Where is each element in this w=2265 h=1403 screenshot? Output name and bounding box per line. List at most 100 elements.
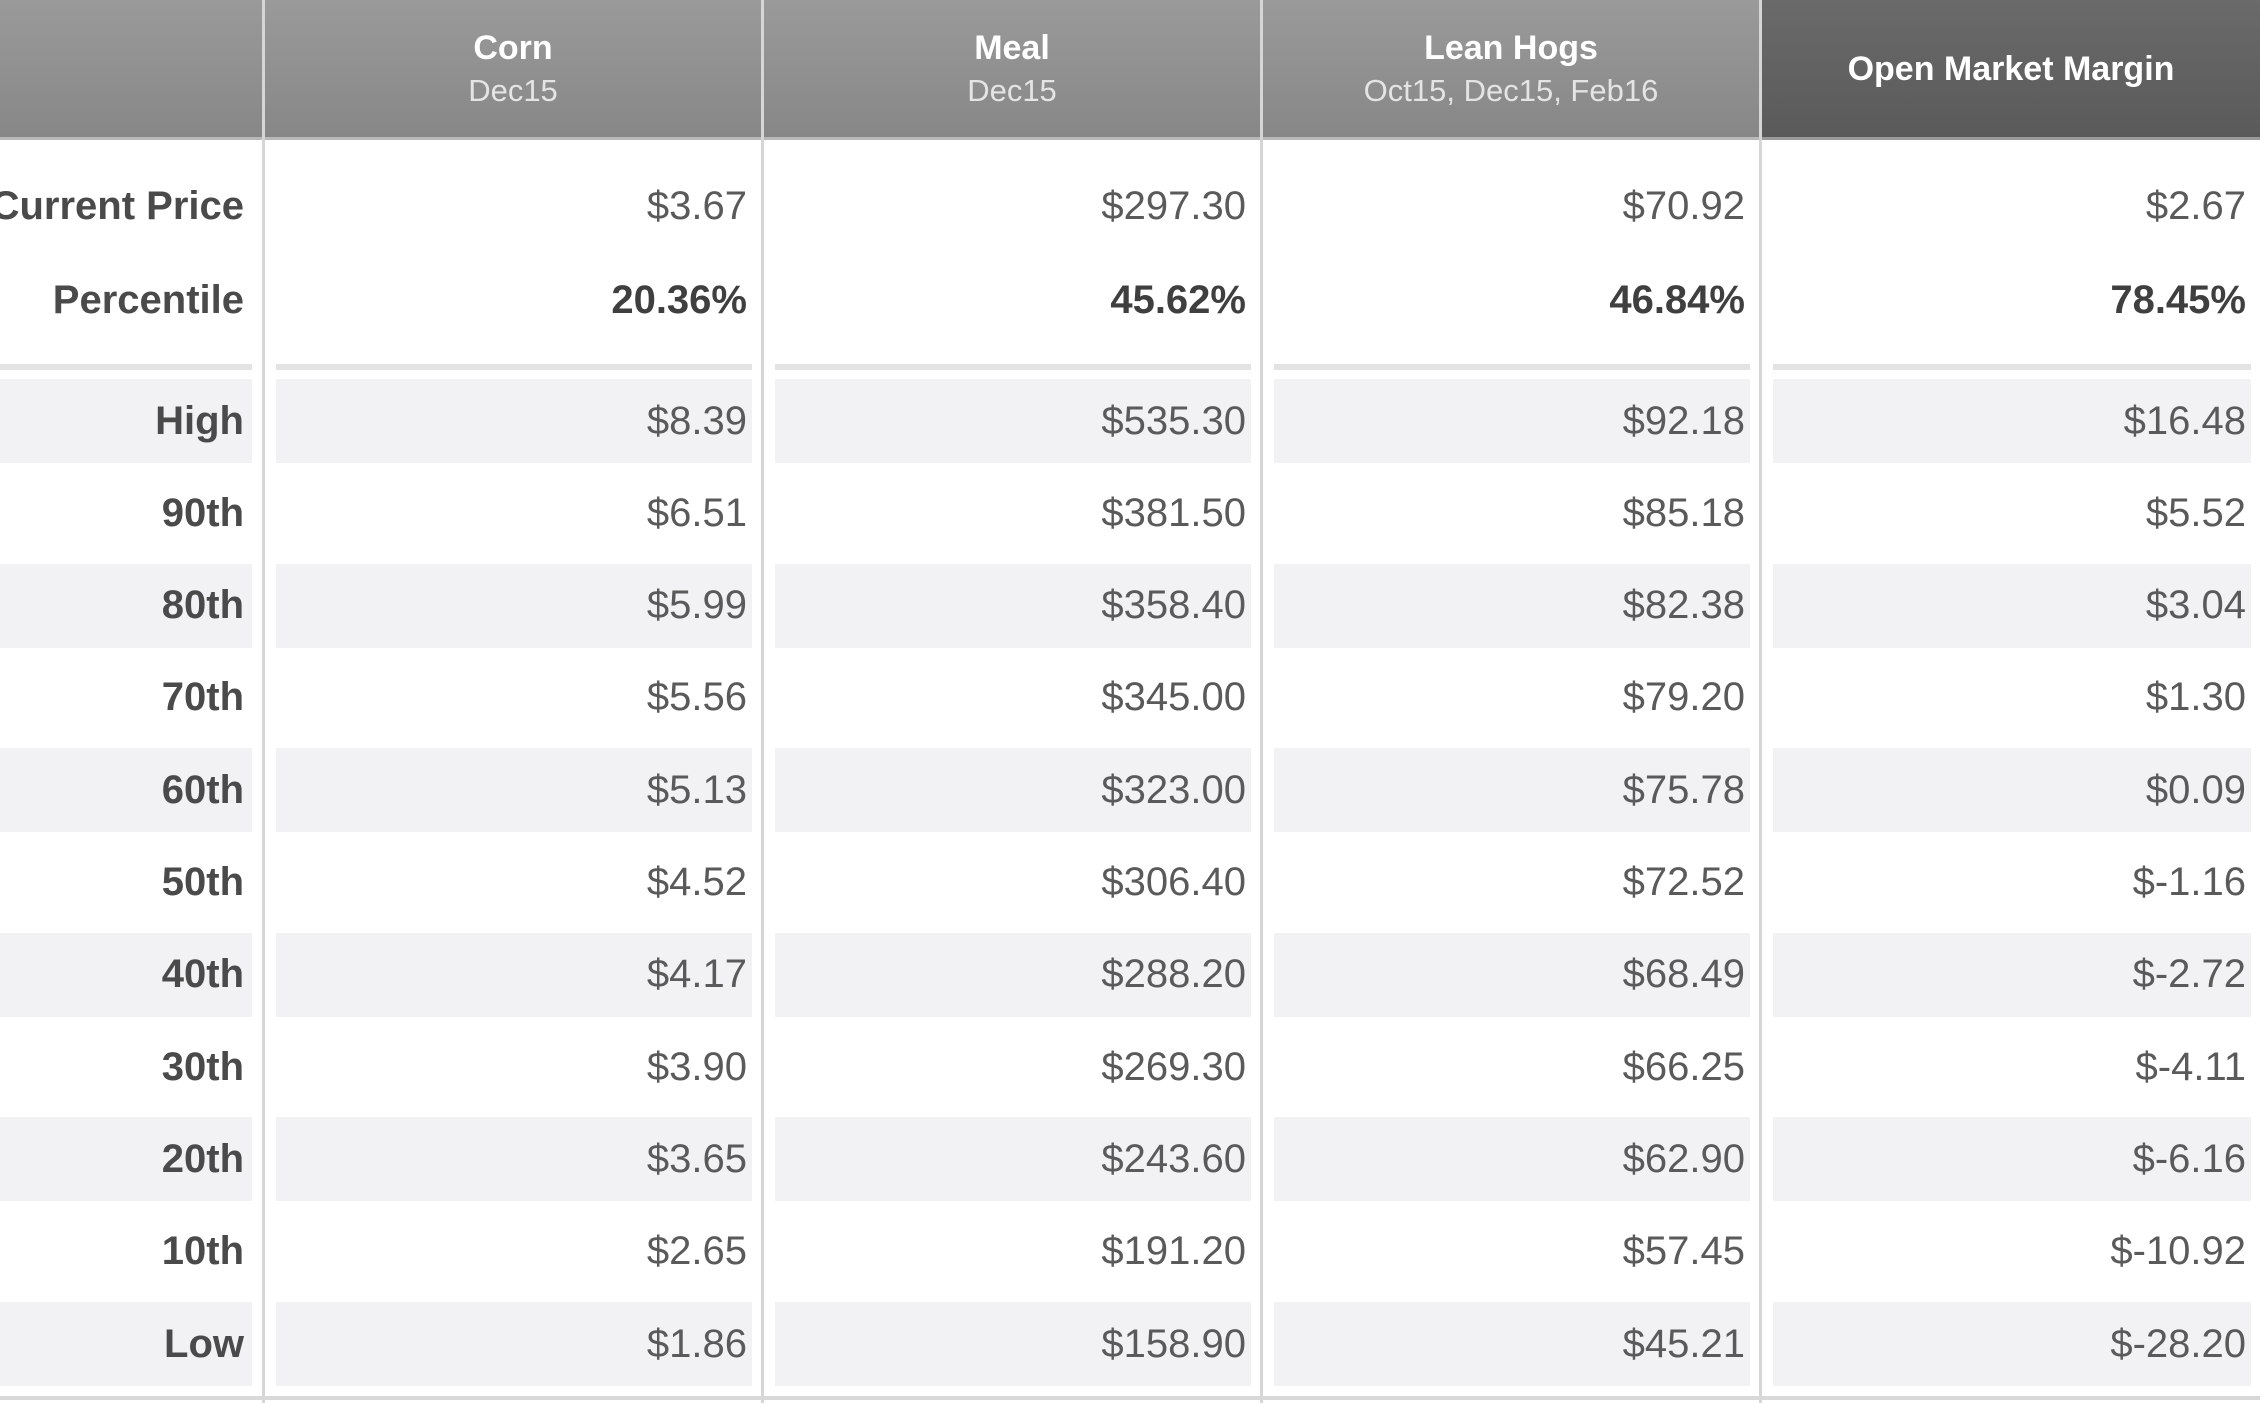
value-cell: $-2.72 bbox=[2132, 952, 2246, 997]
row-label: 50th bbox=[161, 860, 244, 904]
value-cell: $68.49 bbox=[1622, 952, 1745, 997]
row-stripe bbox=[276, 1117, 752, 1202]
value-cell: $288.20 bbox=[1101, 952, 1246, 997]
header-title: Lean Hogs bbox=[1424, 28, 1598, 67]
value-cell: $323.00 bbox=[1101, 767, 1246, 812]
column-divider bbox=[262, 0, 265, 1403]
row-label: 20th bbox=[161, 1136, 244, 1181]
table-bottom-border bbox=[0, 1396, 2260, 1400]
header-subtitle: Dec15 bbox=[468, 72, 558, 108]
row-stripe bbox=[0, 563, 252, 648]
row-stripe bbox=[0, 932, 252, 1017]
value-cell: 78.45% bbox=[2110, 277, 2246, 322]
row-stripe bbox=[0, 379, 252, 463]
row-stripe bbox=[276, 932, 752, 1017]
value-cell: $6.51 bbox=[646, 490, 747, 535]
value-cell: $306.40 bbox=[1101, 860, 1246, 904]
value-cell: $3.67 bbox=[646, 183, 747, 228]
summary-divider bbox=[775, 364, 1251, 370]
value-cell: $-10.92 bbox=[2110, 1229, 2246, 1274]
value-cell: $1.30 bbox=[2145, 675, 2246, 720]
value-cell: $82.38 bbox=[1622, 583, 1745, 628]
value-cell: $72.52 bbox=[1622, 860, 1745, 904]
value-cell: $381.50 bbox=[1101, 490, 1246, 535]
table-row-40th: 40th $4.17 $288.20 $68.49 $-2.72 bbox=[0, 929, 2260, 1021]
value-cell: $92.18 bbox=[1622, 398, 1745, 443]
row-stripe bbox=[775, 932, 1251, 1017]
row-stripe bbox=[0, 748, 252, 833]
header-title: Corn bbox=[473, 28, 553, 67]
row-label: 60th bbox=[161, 767, 244, 812]
value-cell: $-1.16 bbox=[2132, 860, 2246, 904]
value-cell: $158.90 bbox=[1101, 1321, 1246, 1366]
column-divider bbox=[1260, 0, 1263, 1403]
value-cell: $269.30 bbox=[1101, 1044, 1246, 1089]
value-cell: $45.21 bbox=[1622, 1321, 1745, 1366]
value-cell: 45.62% bbox=[1110, 277, 1246, 322]
summary-divider bbox=[276, 364, 752, 370]
table-row-20th: 20th $3.65 $243.60 $62.90 $-6.16 bbox=[0, 1113, 2260, 1205]
row-stripe bbox=[1274, 1302, 1750, 1386]
row-label: High bbox=[155, 398, 244, 443]
table-row-70th: 70th $5.56 $345.00 $79.20 $1.30 bbox=[0, 652, 2260, 744]
table-row-low: Low $1.86 $158.90 $45.21 $-28.20 bbox=[0, 1298, 2260, 1390]
row-stripe bbox=[1274, 748, 1750, 833]
summary-row-current-price: Current Price $3.67 $297.30 $70.92 $2.67 bbox=[0, 160, 2260, 252]
row-stripe bbox=[1274, 1117, 1750, 1202]
table-row-60th: 60th $5.13 $323.00 $75.78 $0.09 bbox=[0, 744, 2260, 836]
table-row-10th: 10th $2.65 $191.20 $57.45 $-10.92 bbox=[0, 1206, 2260, 1298]
value-cell: $345.00 bbox=[1101, 675, 1246, 720]
row-stripe bbox=[775, 1117, 1251, 1202]
value-cell: $66.25 bbox=[1622, 1044, 1745, 1089]
column-divider bbox=[1759, 0, 1762, 1403]
value-cell: $57.45 bbox=[1622, 1229, 1745, 1274]
row-label: 10th bbox=[161, 1229, 244, 1274]
row-stripe bbox=[0, 1302, 252, 1386]
header-corner-cell bbox=[0, 0, 262, 140]
value-cell: $0.09 bbox=[2145, 767, 2246, 812]
row-label: 90th bbox=[161, 490, 244, 535]
value-cell: $8.39 bbox=[646, 398, 747, 443]
value-cell: $358.40 bbox=[1101, 583, 1246, 628]
row-label: 40th bbox=[161, 952, 244, 997]
row-label: 70th bbox=[161, 675, 244, 720]
row-stripe bbox=[1773, 563, 2251, 648]
value-cell: $3.90 bbox=[646, 1044, 747, 1089]
row-stripe bbox=[276, 1302, 752, 1386]
value-cell: $3.65 bbox=[646, 1136, 747, 1181]
row-stripe bbox=[276, 563, 752, 648]
row-stripe bbox=[1274, 932, 1750, 1017]
value-cell: 46.84% bbox=[1609, 277, 1745, 322]
row-label: Current Price bbox=[0, 183, 244, 228]
header-corn: Corn Dec15 bbox=[265, 0, 761, 140]
value-cell: $70.92 bbox=[1622, 183, 1745, 228]
table-row-high: High $8.39 $535.30 $92.18 $16.48 bbox=[0, 375, 2260, 467]
row-stripe bbox=[1773, 1117, 2251, 1202]
row-stripe bbox=[775, 379, 1251, 463]
row-label: 80th bbox=[161, 583, 244, 628]
value-cell: $79.20 bbox=[1622, 675, 1745, 720]
header-title: Open Market Margin bbox=[1847, 49, 2175, 88]
row-stripe bbox=[1274, 379, 1750, 463]
value-cell: $297.30 bbox=[1101, 183, 1246, 228]
row-stripe bbox=[276, 379, 752, 463]
table-row-90th: 90th $6.51 $381.50 $85.18 $5.52 bbox=[0, 467, 2260, 559]
value-cell: $-4.11 bbox=[2135, 1044, 2246, 1089]
summary-divider bbox=[0, 364, 252, 370]
row-stripe bbox=[1773, 932, 2251, 1017]
value-cell: $4.17 bbox=[646, 952, 747, 997]
table-row-30th: 30th $3.90 $269.30 $66.25 $-4.11 bbox=[0, 1021, 2260, 1113]
row-stripe bbox=[276, 748, 752, 833]
column-divider bbox=[761, 0, 764, 1403]
row-stripe bbox=[775, 563, 1251, 648]
row-stripe bbox=[775, 1302, 1251, 1386]
value-cell: $243.60 bbox=[1101, 1136, 1246, 1181]
row-stripe bbox=[0, 1117, 252, 1202]
value-cell: $4.52 bbox=[646, 860, 747, 904]
table-row-50th: 50th $4.52 $306.40 $72.52 $-1.16 bbox=[0, 837, 2260, 929]
value-cell: $5.13 bbox=[646, 767, 747, 812]
row-label: Percentile bbox=[52, 277, 244, 322]
value-cell: $62.90 bbox=[1622, 1136, 1745, 1181]
summary-divider bbox=[1274, 364, 1750, 370]
